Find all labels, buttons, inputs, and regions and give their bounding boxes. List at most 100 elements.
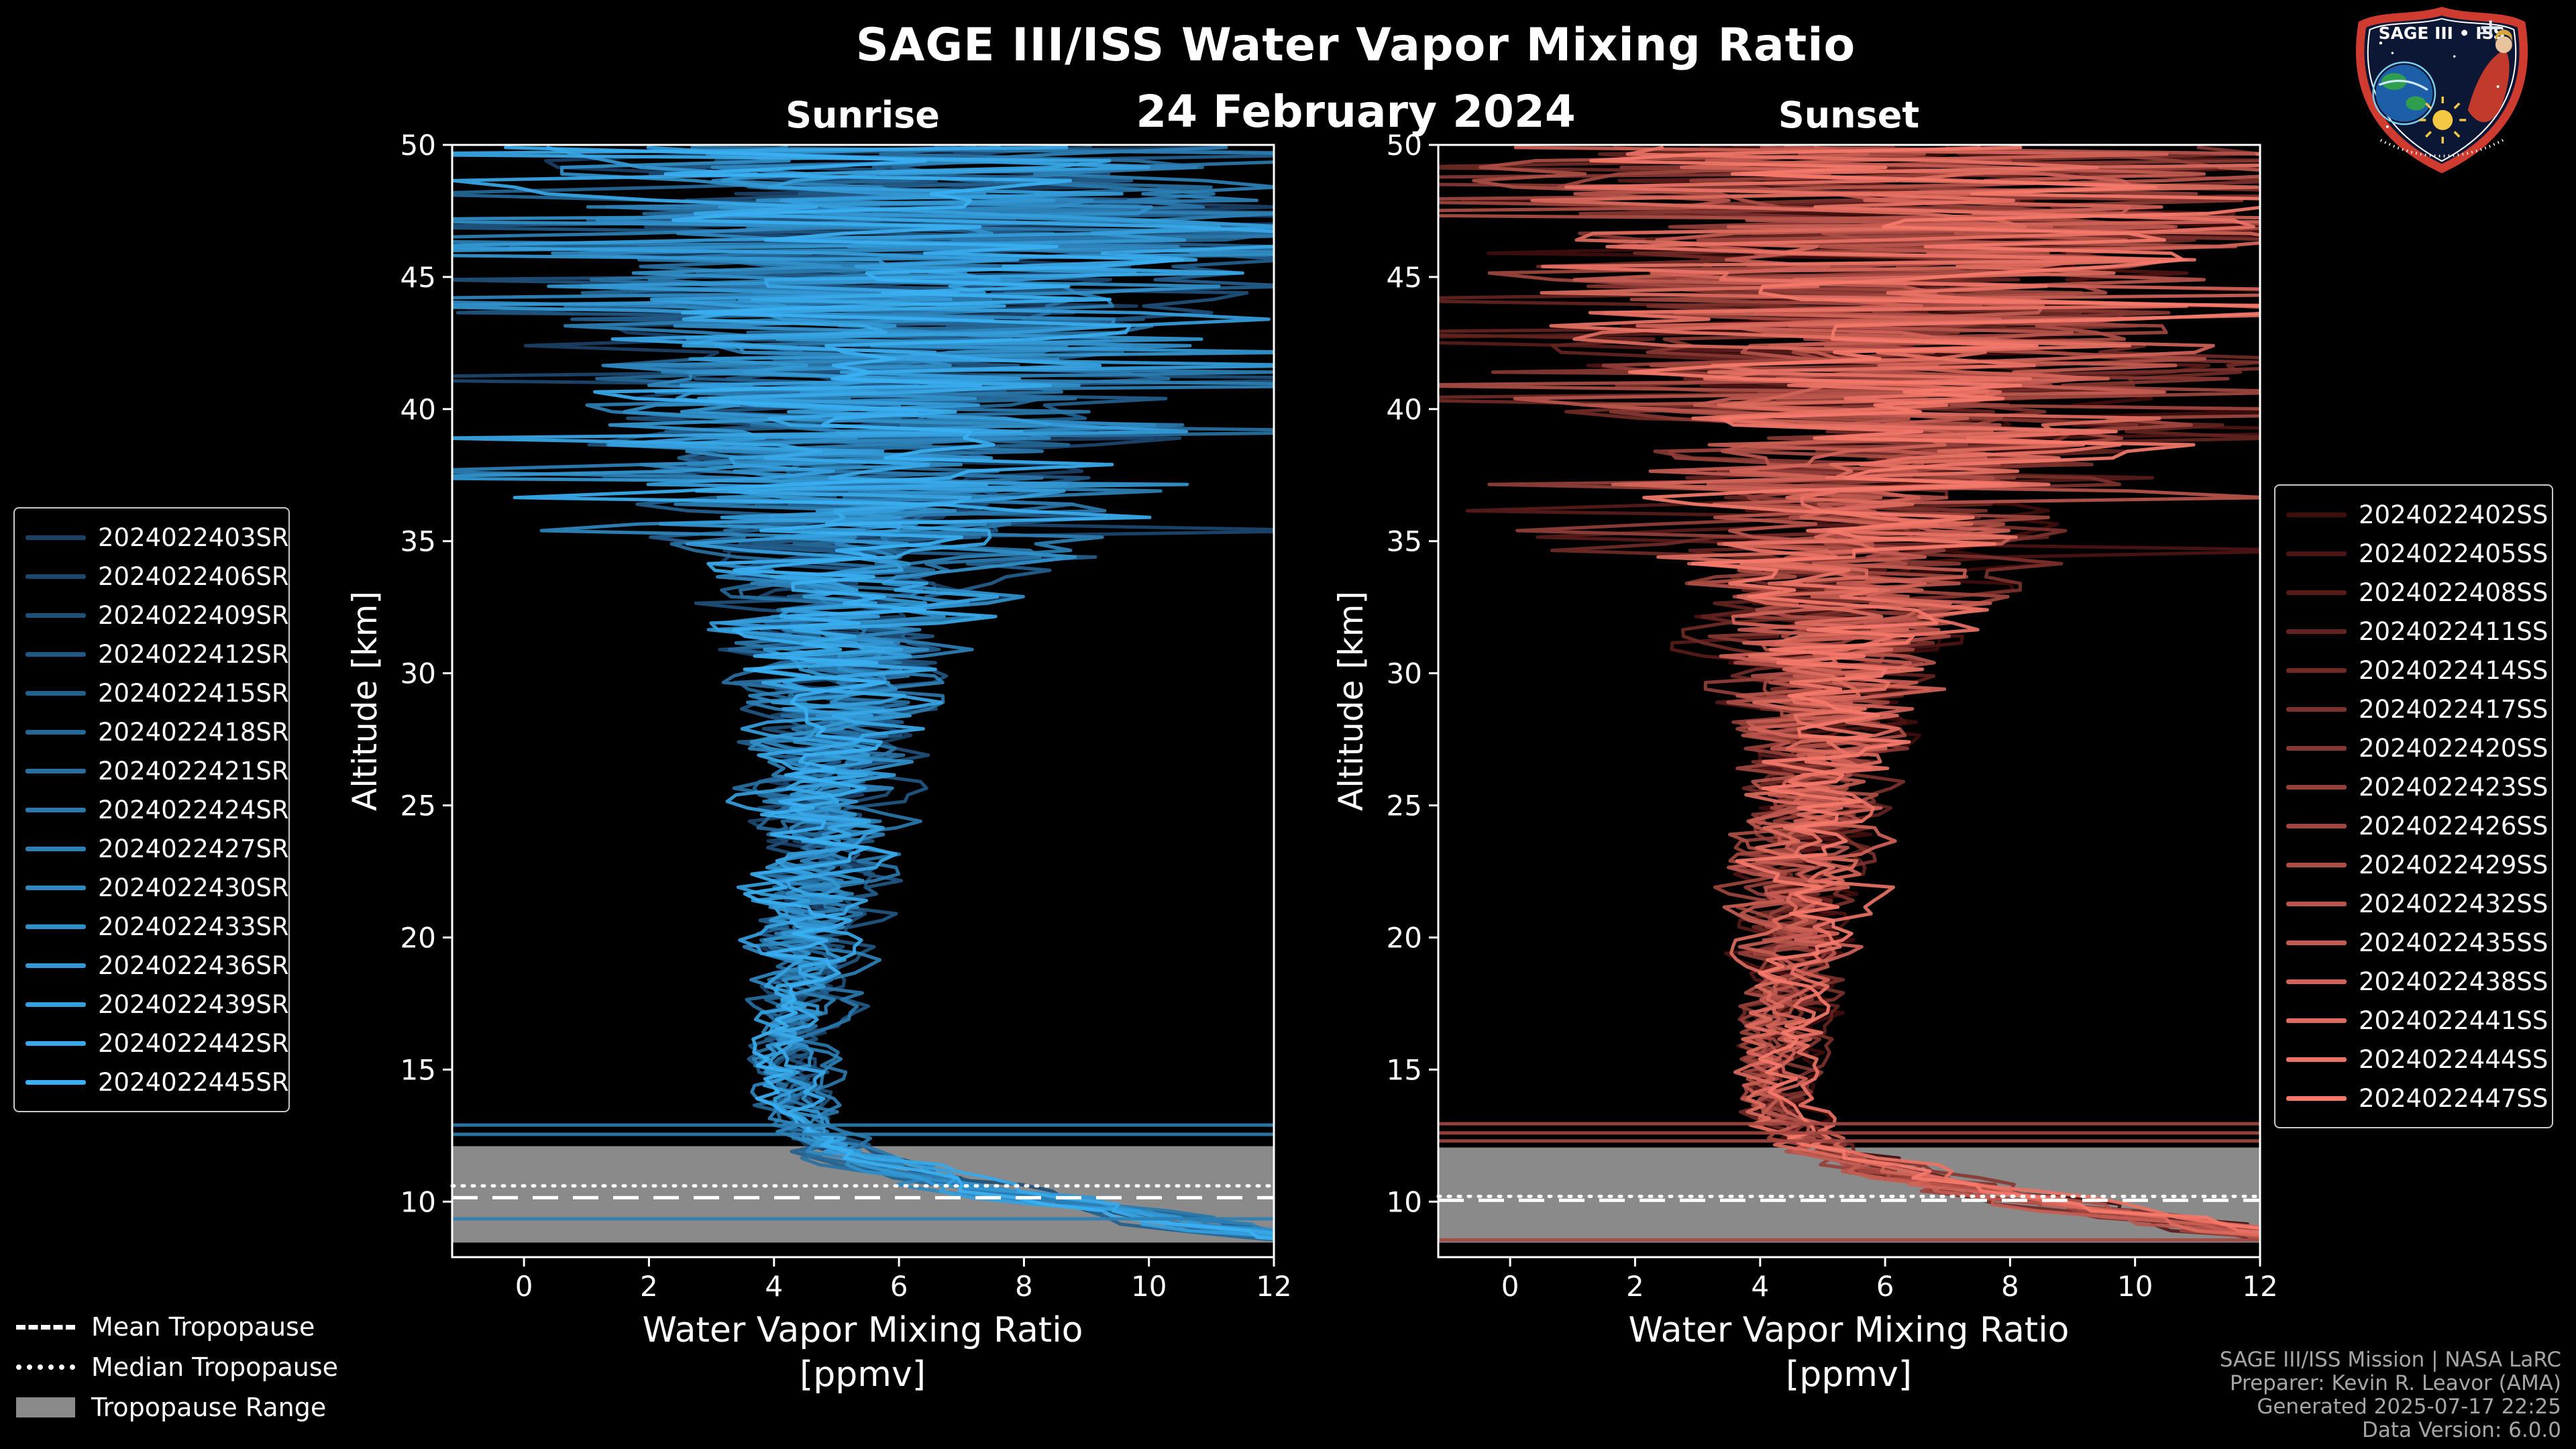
earth-cloud-icon xyxy=(2378,79,2428,91)
profile-line xyxy=(452,146,1274,1235)
series-color-swatch xyxy=(25,924,86,929)
series-label: 2024022423SS xyxy=(2359,772,2548,802)
legend-item: 2024022406SR xyxy=(25,557,289,596)
credit-version: Data Version: 6.0.0 xyxy=(2361,1418,2561,1442)
series-label: 2024022402SS xyxy=(2359,500,2548,529)
figure-title: SAGE III/ISS Water Vapor Mixing Ratio xyxy=(855,19,1856,72)
x-tick-label: 6 xyxy=(890,1270,908,1303)
series-label: 2024022411SS xyxy=(2359,616,2548,646)
panel-title-sunset: Sunset xyxy=(1778,94,1920,136)
series-label: 2024022406SR xyxy=(98,561,289,591)
series-color-swatch xyxy=(25,1040,86,1046)
legend-item: 2024022414SS xyxy=(2286,651,2548,690)
y-tick-label: 30 xyxy=(400,657,436,690)
panel-title-sunrise: Sunrise xyxy=(786,94,940,136)
series-color-swatch xyxy=(2286,940,2347,945)
x-tick-label: 0 xyxy=(515,1270,533,1303)
series-label: 2024022421SR xyxy=(98,756,289,786)
series-label: 2024022429SS xyxy=(2359,850,2548,879)
patch-shield xyxy=(2355,7,2528,174)
sun-rays-icon xyxy=(2419,96,2467,144)
series-color-swatch xyxy=(25,885,86,890)
x-tick-label: 8 xyxy=(2001,1270,2019,1303)
series-label: 2024022427SR xyxy=(98,834,289,863)
x-tick-label: 12 xyxy=(2242,1270,2277,1303)
y-tick-label: 40 xyxy=(400,393,436,426)
series-color-swatch xyxy=(2286,706,2347,712)
y-tick-label: 35 xyxy=(400,525,436,558)
y-tick-label: 10 xyxy=(400,1185,436,1218)
series-label: 2024022424SR xyxy=(98,795,289,824)
credit-mission: SAGE III/ISS Mission | NASA LaRC xyxy=(2219,1348,2561,1372)
y-tick-label: 15 xyxy=(1387,1053,1422,1086)
series-label: 2024022435SS xyxy=(2359,928,2548,957)
legend-item: 2024022411SS xyxy=(2286,612,2548,651)
legend-item: 2024022427SR xyxy=(25,829,289,868)
series-color-swatch xyxy=(25,612,86,618)
series-color-swatch xyxy=(25,768,86,773)
y-tick-label: 50 xyxy=(1387,129,1422,162)
series-color-swatch xyxy=(25,807,86,812)
plot-frame xyxy=(451,144,1275,1258)
x-axis-units: [ppmv] xyxy=(799,1354,926,1395)
legend-item: 2024022412SR xyxy=(25,635,289,674)
y-tick-label: 45 xyxy=(400,261,436,294)
legend-item: 2024022433SR xyxy=(25,907,289,946)
legend-item: 2024022421SR xyxy=(25,751,289,790)
legend-item: 2024022430SR xyxy=(25,868,289,907)
profile-line xyxy=(1589,146,2260,1230)
series-label: 2024022445SR xyxy=(98,1067,289,1097)
series-color-swatch xyxy=(25,574,86,579)
series-label: 2024022414SS xyxy=(2359,655,2548,685)
series-color-swatch xyxy=(2286,901,2347,906)
sage-iii-iss-logo: SAGE III • ISS xyxy=(2337,5,2546,174)
legend-item: 2024022441SS xyxy=(2286,1001,2548,1040)
series-label: 2024022441SS xyxy=(2359,1006,2548,1035)
series-color-swatch xyxy=(2286,1018,2347,1023)
legend-item: 2024022439SR xyxy=(25,985,289,1024)
series-label: 2024022430SR xyxy=(98,873,289,902)
series-label: 2024022442SR xyxy=(98,1028,289,1058)
y-tick-label: 20 xyxy=(1387,922,1422,955)
series-color-swatch xyxy=(2286,512,2347,517)
series-color-swatch xyxy=(2286,745,2347,751)
legend-sunset: 2024022402SS 2024022405SS 2024022408SS 2024… xyxy=(2274,484,2553,1128)
profile-line xyxy=(1513,146,2260,1229)
profile-line xyxy=(589,146,1274,1241)
x-tick-label: 0 xyxy=(1501,1270,1519,1303)
y-tick-label: 15 xyxy=(400,1053,436,1086)
series-label: 2024022426SS xyxy=(2359,811,2548,841)
legend-row-mean-tropopause: Mean Tropopause xyxy=(16,1307,338,1347)
series-label: 2024022447SS xyxy=(2359,1083,2548,1113)
legend-item: 2024022447SS xyxy=(2286,1079,2548,1118)
legend-item: 2024022415SR xyxy=(25,674,289,712)
series-color-swatch xyxy=(25,1079,86,1085)
patch-inner-ring xyxy=(2367,17,2517,162)
y-tick-label: 20 xyxy=(400,922,436,955)
legend-item: 2024022432SS xyxy=(2286,884,2548,923)
median-tropopause-swatch xyxy=(16,1364,75,1370)
legend-item: 2024022402SS xyxy=(2286,495,2548,534)
iss-icon xyxy=(2477,20,2500,36)
series-color-swatch xyxy=(25,729,86,735)
series-label: 2024022444SS xyxy=(2359,1044,2548,1074)
series-color-swatch xyxy=(2286,629,2347,634)
y-tick-label: 25 xyxy=(1387,790,1422,822)
x-tick-label: 6 xyxy=(1876,1270,1894,1303)
y-tick-label: 25 xyxy=(400,790,436,822)
apollo-figure-icon xyxy=(2467,50,2510,123)
series-color-swatch xyxy=(2286,784,2347,790)
series-label: 2024022436SR xyxy=(98,951,289,980)
legend-item: 2024022409SR xyxy=(25,596,289,635)
legend-item: 2024022442SR xyxy=(25,1024,289,1063)
series-label: 2024022405SS xyxy=(2359,539,2548,568)
legend-item: 2024022444SS xyxy=(2286,1040,2548,1079)
credits: SAGE III/ISS Mission | NASA LaRC Prepare… xyxy=(2220,1348,2561,1442)
x-axis-label-sunrise: Water Vapor Mixing Ratio [ppmv] xyxy=(561,1308,1165,1397)
figure-date: 24 February 2024 xyxy=(1136,86,1576,138)
legend-item: 2024022438SS xyxy=(2286,962,2548,1001)
legend-item: 2024022417SS xyxy=(2286,690,2548,729)
legend-item: 2024022436SR xyxy=(25,946,289,985)
series-color-swatch xyxy=(2286,590,2347,595)
